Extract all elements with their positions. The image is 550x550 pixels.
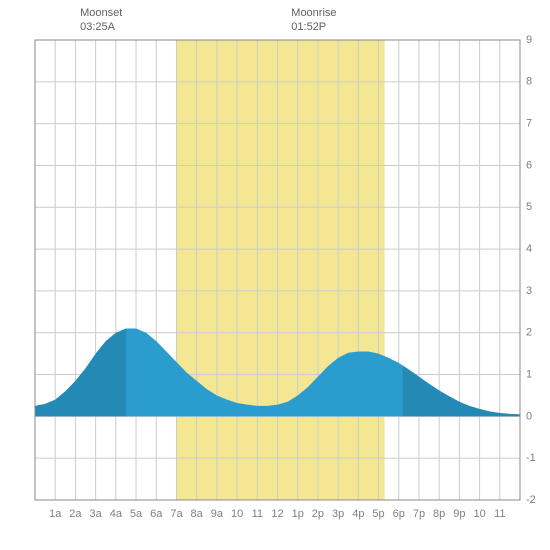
moonset-annotation: Moonset 03:25A: [80, 6, 122, 35]
y-tick-label: 6: [526, 159, 532, 171]
y-tick-label: -1: [526, 452, 536, 464]
moonrise-title: Moonrise: [291, 6, 336, 20]
y-tick-label: 4: [526, 243, 532, 255]
x-tick-label: 7p: [413, 508, 425, 520]
x-tick-label: 1a: [49, 508, 62, 520]
x-tick-label: 4p: [352, 508, 364, 520]
moonrise-time: 01:52P: [291, 20, 336, 34]
x-tick-label: 3a: [90, 508, 103, 520]
x-tick-label: 8p: [433, 508, 445, 520]
x-tick-label: 10: [473, 508, 485, 520]
x-tick-label: 11: [252, 508, 263, 520]
x-tick-label: 9a: [211, 508, 224, 520]
y-tick-label: 5: [526, 201, 532, 213]
y-tick-label: 9: [526, 34, 532, 46]
x-tick-label: 5p: [372, 508, 384, 520]
tide-chart: Moonset 03:25A Moonrise 01:52P -2-101234…: [0, 0, 550, 550]
x-tick-label: 7a: [170, 508, 183, 520]
x-tick-label: 11: [494, 508, 505, 520]
moonrise-annotation: Moonrise 01:52P: [291, 6, 336, 35]
x-tick-label: 1p: [292, 508, 304, 520]
x-tick-label: 6p: [393, 508, 405, 520]
y-tick-label: 8: [526, 76, 532, 88]
y-tick-label: 3: [526, 285, 532, 297]
y-tick-label: -2: [526, 494, 536, 506]
x-tick-label: 8a: [191, 508, 204, 520]
x-tick-label: 2p: [312, 508, 324, 520]
y-tick-label: 1: [526, 368, 532, 380]
x-tick-label: 9p: [453, 508, 465, 520]
x-tick-label: 3p: [332, 508, 344, 520]
y-tick-label: 7: [526, 118, 532, 130]
x-tick-label: 10: [231, 508, 243, 520]
x-tick-label: 5a: [130, 508, 143, 520]
y-tick-label: 2: [526, 327, 532, 339]
x-tick-label: 2a: [69, 508, 82, 520]
daylight-band: [176, 40, 384, 500]
y-tick-label: 0: [526, 410, 532, 422]
moonset-time: 03:25A: [80, 20, 122, 34]
moonset-title: Moonset: [80, 6, 122, 20]
chart-svg: -2-101234567891a2a3a4a5a6a7a8a9a1011121p…: [0, 0, 550, 550]
x-tick-label: 12: [271, 508, 283, 520]
x-tick-label: 6a: [150, 508, 163, 520]
x-tick-label: 4a: [110, 508, 123, 520]
